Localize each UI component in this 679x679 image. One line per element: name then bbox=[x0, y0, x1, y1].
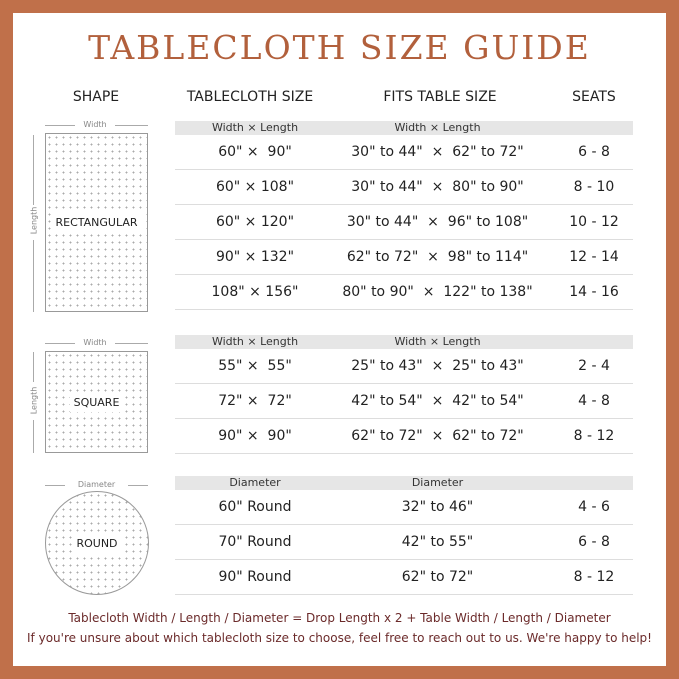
tablecloth-size: 60" × 108" bbox=[215, 179, 295, 195]
tablecloth-size: 60" × 120" bbox=[215, 214, 295, 230]
fits-table-size: 80" to 90" × 122" to 138" bbox=[342, 284, 533, 300]
table-row: 108" × 156" 80" to 90" × 122" to 138" 14 -… bbox=[175, 275, 633, 310]
table-row: 72" × 72" 42" to 54" × 42" to 54" 4 - 8 bbox=[175, 384, 633, 419]
subheader-band: Width × Length Width × Length bbox=[175, 121, 633, 135]
seats: 10 - 12 bbox=[569, 214, 619, 230]
seats: 14 - 16 bbox=[569, 284, 619, 300]
round-illustration: ROUND bbox=[45, 491, 149, 595]
width-label: Width bbox=[83, 120, 107, 129]
tablecloth-size: 108" × 156" bbox=[211, 284, 299, 300]
shape-label: RECTANGULAR bbox=[51, 213, 142, 232]
diameter-label: Diameter bbox=[77, 480, 116, 489]
subheader-size: Diameter bbox=[229, 476, 281, 489]
header-fits: FITS TABLE SIZE bbox=[383, 89, 497, 105]
fits-table-size: 42" to 55" bbox=[401, 534, 474, 550]
header-shape: SHAPE bbox=[72, 89, 120, 105]
seats: 4 - 8 bbox=[578, 393, 610, 409]
fits-table-size: 25" to 43" × 25" to 43" bbox=[351, 358, 524, 374]
length-label: Length bbox=[29, 386, 39, 415]
header-size: TABLECLOTH SIZE bbox=[186, 89, 314, 105]
fits-table-size: 30" to 44" × 80" to 90" bbox=[351, 179, 524, 195]
tablecloth-size: 90" × 90" bbox=[218, 428, 292, 444]
tablecloth-size: 72" × 72" bbox=[218, 393, 292, 409]
fits-table-size: 62" to 72" × 98" to 114" bbox=[346, 249, 529, 265]
fits-table-size: 30" to 44" × 62" to 72" bbox=[351, 144, 524, 160]
fits-table-size: 42" to 54" × 42" to 54" bbox=[351, 393, 524, 409]
subheader-fits: Width × Length bbox=[394, 335, 481, 348]
seats: 6 - 8 bbox=[578, 144, 610, 160]
table-row: 90" × 132" 62" to 72" × 98" to 114" 12 - 1… bbox=[175, 240, 633, 275]
header-seats: SEATS bbox=[572, 89, 616, 105]
shape-label: ROUND bbox=[72, 533, 122, 553]
table-row: 60" Round 32" to 46" 4 - 6 bbox=[175, 490, 633, 525]
table-row: 60" × 90" 30" to 44" × 62" to 72" 6 - 8 bbox=[175, 135, 633, 170]
fits-table-size: 62" to 72" bbox=[401, 569, 474, 585]
subheader-size: Width × Length bbox=[211, 121, 299, 134]
seats: 8 - 12 bbox=[573, 569, 615, 585]
table-row: 55" × 55" 25" to 43" × 25" to 43" 2 - 4 bbox=[175, 349, 633, 384]
table-row: 60" × 120" 30" to 44" × 96" to 108" 10 - 1… bbox=[175, 205, 633, 240]
fits-table-size: 32" to 46" bbox=[401, 499, 474, 515]
tablecloth-size: 55" × 55" bbox=[218, 358, 292, 374]
subheader-fits: Diameter bbox=[411, 476, 464, 489]
table-row: 70" Round 42" to 55" 6 - 8 bbox=[175, 525, 633, 560]
page-title: TABLECLOTH SIZE GUIDE bbox=[88, 28, 591, 67]
tablecloth-size: 60" × 90" bbox=[218, 144, 292, 160]
seats: 8 - 12 bbox=[573, 428, 615, 444]
shape-label: SQUARE bbox=[69, 392, 124, 412]
table-row: 90" × 90" 62" to 72" × 62" to 72" 8 - 12 bbox=[175, 419, 633, 454]
table-row: 60" × 108" 30" to 44" × 80" to 90" 8 - 10 bbox=[175, 170, 633, 205]
tablecloth-size: 90" Round bbox=[218, 569, 292, 585]
subheader-band: Width × Length Width × Length bbox=[175, 335, 633, 349]
subheader-band: Diameter Diameter bbox=[175, 476, 633, 490]
seats: 8 - 10 bbox=[573, 179, 615, 195]
subheader-fits: Width × Length bbox=[394, 121, 481, 134]
tablecloth-size: 90" × 132" bbox=[215, 249, 295, 265]
seats: 4 - 6 bbox=[578, 499, 610, 515]
formula-note: Tablecloth Width / Length / Diameter = D… bbox=[68, 611, 611, 625]
tablecloth-size: 70" Round bbox=[218, 534, 292, 550]
subheader-size: Width × Length bbox=[211, 335, 299, 348]
seats: 12 - 14 bbox=[569, 249, 619, 265]
seats: 2 - 4 bbox=[578, 358, 610, 374]
tablecloth-size: 60" Round bbox=[218, 499, 292, 515]
fits-table-size: 30" to 44" × 96" to 108" bbox=[346, 214, 529, 230]
fits-table-size: 62" to 72" × 62" to 72" bbox=[351, 428, 524, 444]
help-note: If you're unsure about which tablecloth … bbox=[27, 631, 652, 645]
width-label: Width bbox=[83, 338, 107, 347]
rectangular-illustration: RECTANGULAR bbox=[45, 133, 148, 312]
square-illustration: SQUARE bbox=[45, 351, 148, 453]
seats: 6 - 8 bbox=[578, 534, 610, 550]
table-row: 90" Round 62" to 72" 8 - 12 bbox=[175, 560, 633, 595]
length-label: Length bbox=[29, 206, 39, 235]
